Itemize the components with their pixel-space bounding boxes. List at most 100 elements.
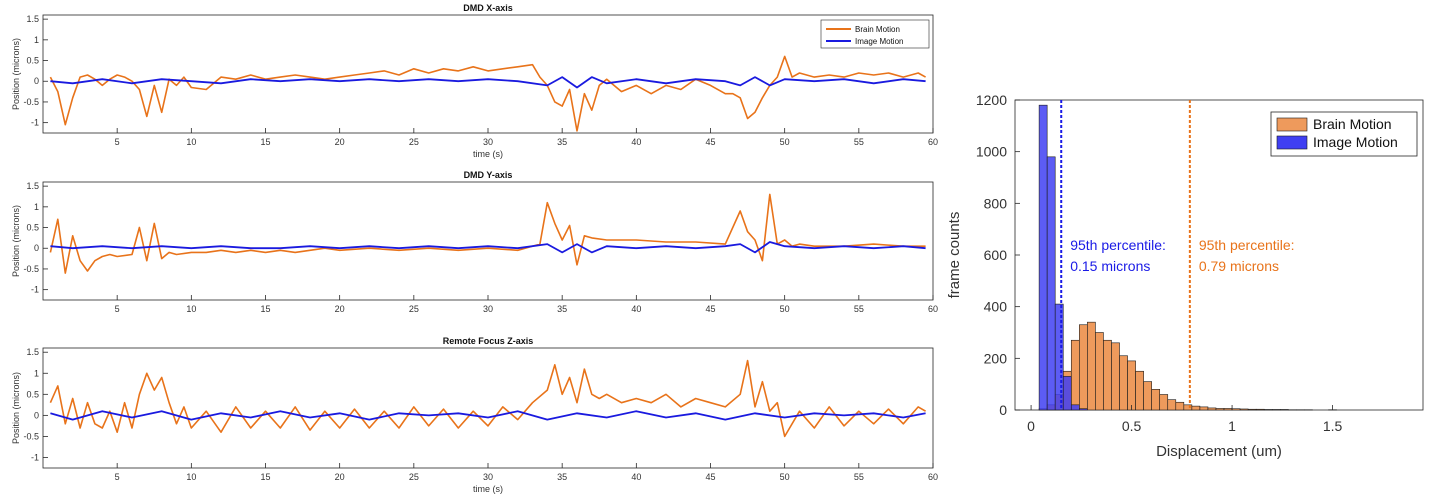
histogram-bar: [1135, 370, 1144, 411]
x-tick-label: 5: [115, 472, 120, 482]
histogram-bar: [1223, 408, 1233, 411]
plot-area: [42, 347, 934, 469]
line-chart-3: 5 10 15 20 25 30 35 40 45 50 55 60 -1 -0.5 0 0.5 1 1.5 Rem…: [11, 336, 938, 494]
x-tick-label: 60: [928, 137, 938, 147]
legend-entry: Brain Motion: [855, 25, 900, 34]
y-tick-label: 1.5: [26, 347, 39, 357]
percentile-value: 0.79 microns: [1199, 258, 1279, 274]
percentile-annotation: 95th percentile: 0.79 microns: [1188, 100, 1295, 410]
x-tick-label: 50: [780, 304, 790, 314]
histogram-bar: [1239, 408, 1249, 411]
y-tick-label: -1: [31, 452, 39, 462]
histogram-bar: [1167, 399, 1177, 411]
y-tick-label: 0.5: [26, 223, 39, 233]
y-tick-label: 1.5: [26, 181, 39, 191]
y-tick-label: 0: [999, 402, 1007, 418]
x-tick-label: 55: [854, 137, 864, 147]
image-motion-bars: [1038, 104, 1088, 411]
histogram-bar: [1046, 156, 1056, 411]
histogram-bar: [1038, 104, 1048, 411]
histogram-bar: [1111, 342, 1120, 411]
x-ticks: 0 0.5 1 1.5: [1027, 405, 1342, 434]
x-tick-label: 20: [335, 472, 345, 482]
histogram-bar: [1054, 303, 1064, 411]
legend-swatch: [1276, 117, 1308, 132]
x-tick-label: 35: [557, 304, 567, 314]
x-tick-label: 1: [1228, 418, 1236, 434]
x-tick-label: 55: [854, 304, 864, 314]
brain-motion-bars: [1038, 321, 1337, 411]
histogram-bar: [1207, 407, 1217, 411]
x-axis-label: Displacement (um): [1156, 443, 1282, 460]
y-tick-label: 800: [984, 195, 1008, 211]
y-ticks: -1 -0.5 0 0.5 1 1.5: [23, 347, 48, 462]
chart-title: DMD X-axis: [463, 3, 513, 13]
x-tick-label: 55: [854, 472, 864, 482]
x-tick-label: 40: [631, 137, 641, 147]
y-tick-label: 200: [984, 350, 1008, 366]
histogram-bar: [1280, 409, 1289, 411]
y-axis-label: Position (microns): [11, 205, 21, 277]
line-chart-1: 5 10 15 20 25 30 35 40 45 50 55 60 -1 -0.5 0 0.5 1 1.5 DMD…: [11, 3, 938, 159]
y-tick-label: 1000: [976, 144, 1007, 160]
x-tick-label: 15: [260, 137, 270, 147]
histogram-bar: [1159, 394, 1169, 411]
histogram-bar: [1103, 339, 1112, 411]
histogram-bar: [1079, 408, 1088, 411]
x-tick-label: 0.5: [1122, 418, 1142, 434]
histogram-bar: [1143, 381, 1152, 411]
x-tick-label: 30: [483, 472, 493, 482]
histogram-bar: [1087, 321, 1096, 411]
percentile-label: 95th percentile:: [1070, 237, 1166, 253]
y-tick-label: 0.5: [26, 56, 39, 66]
x-tick-label: 25: [409, 304, 419, 314]
x-tick-label: 35: [557, 472, 567, 482]
y-tick-label: -0.5: [23, 97, 39, 107]
y-axis-label: frame counts: [946, 212, 963, 299]
x-tick-label: 10: [186, 137, 196, 147]
y-tick-label: 0: [34, 243, 39, 253]
line-chart-2: 5 10 15 20 25 30 35 40 45 50 55 60 -1 -0.5 0 0.5 1 1.5 DMD…: [11, 170, 938, 314]
image-motion-series: [50, 410, 926, 421]
percentile-value: 0.15 microns: [1070, 258, 1150, 274]
y-tick-label: 1.5: [26, 14, 39, 24]
x-ticks: 5 10 15 20 25 30 35 40 45 50 55 60: [115, 295, 938, 314]
y-tick-label: 1200: [976, 92, 1007, 108]
histogram-bar: [1070, 339, 1080, 411]
y-tick-label: 400: [984, 299, 1008, 315]
histogram-bar: [1127, 360, 1136, 411]
y-ticks: -1 -0.5 0 0.5 1 1.5: [23, 14, 48, 128]
histogram-bar: [1255, 408, 1265, 411]
legend: Brain Motion Image Motion: [820, 19, 930, 49]
histogram-bar: [1247, 408, 1257, 411]
y-tick-label: 0: [34, 76, 39, 86]
y-axis-label: Position (microns): [11, 38, 21, 110]
x-tick-label: 15: [260, 304, 270, 314]
x-tick-label: 10: [186, 472, 196, 482]
histogram-bar: [1191, 405, 1201, 411]
x-tick-label: 45: [705, 137, 715, 147]
x-axis-label: time (s): [473, 484, 503, 494]
x-tick-label: 35: [557, 137, 567, 147]
x-tick-label: 25: [409, 137, 419, 147]
x-tick-label: 0: [1027, 418, 1035, 434]
plot-area: [42, 181, 934, 301]
y-tick-label: 1: [34, 368, 39, 378]
percentile-annotation: 95th percentile: 0.15 microns: [1060, 100, 1166, 410]
brain-motion-series: [49, 55, 926, 132]
legend-entry: Brain Motion: [1313, 116, 1392, 132]
histogram-bar: [1119, 355, 1128, 411]
y-tick-label: -0.5: [23, 431, 39, 441]
x-tick-label: 40: [631, 472, 641, 482]
brain-motion-series: [49, 359, 927, 438]
y-axis-label: Position (microns): [11, 372, 21, 444]
y-ticks: 0 200 400 600 800 1000 1200: [976, 92, 1020, 418]
x-tick-label: 10: [186, 304, 196, 314]
histogram-bar: [1215, 408, 1225, 411]
legend-swatch: [1276, 135, 1308, 150]
x-tick-label: 40: [631, 304, 641, 314]
legend: Brain Motion Image Motion: [1270, 111, 1418, 157]
y-tick-label: 0: [34, 410, 39, 420]
y-tick-label: 1: [34, 35, 39, 45]
